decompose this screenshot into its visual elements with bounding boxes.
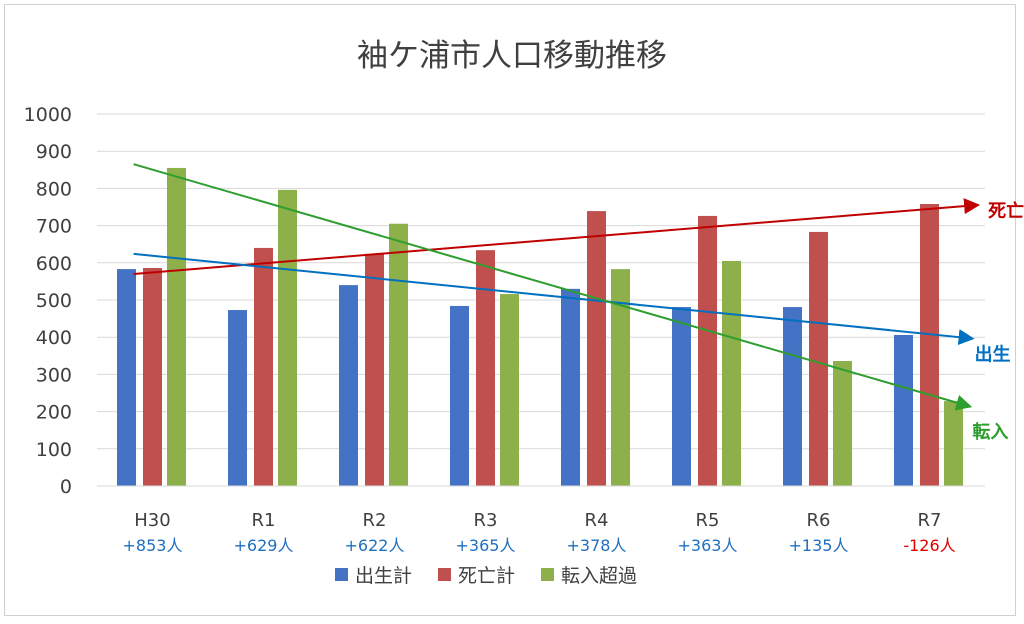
x-tick-label: R7 bbox=[918, 510, 942, 531]
bar-死亡計 bbox=[809, 231, 828, 486]
bar-転入超過 bbox=[722, 260, 741, 486]
y-tick-label: 400 bbox=[36, 327, 72, 349]
trend-arrow bbox=[133, 252, 975, 346]
bar-出生計 bbox=[339, 285, 358, 486]
trend-label: 死亡 bbox=[988, 200, 1024, 222]
bar-出生計 bbox=[450, 305, 469, 486]
bar-出生計 bbox=[783, 307, 802, 486]
bar-死亡計 bbox=[254, 247, 273, 486]
bar-死亡計 bbox=[587, 211, 606, 487]
bar-死亡計 bbox=[698, 215, 717, 487]
net-change-label: -126人 bbox=[903, 536, 955, 555]
net-change-label: +365人 bbox=[456, 536, 516, 555]
x-tick-label: H30 bbox=[134, 510, 170, 531]
bar-死亡計 bbox=[476, 250, 495, 486]
y-tick-label: 100 bbox=[36, 439, 72, 461]
x-tick-label: R4 bbox=[585, 510, 609, 531]
trend-label: 転入 bbox=[972, 421, 1008, 443]
y-tick-label: 0 bbox=[60, 476, 72, 498]
y-tick-label: 500 bbox=[36, 290, 72, 312]
x-tick-label: R2 bbox=[363, 510, 387, 531]
legend-swatch bbox=[438, 568, 451, 581]
y-tick-label: 800 bbox=[36, 178, 72, 200]
x-tick-label: R6 bbox=[807, 510, 831, 531]
y-tick-label: 300 bbox=[36, 364, 72, 386]
net-change-label: +853人 bbox=[123, 536, 183, 555]
trend-arrow bbox=[133, 198, 981, 275]
x-tick-label: R3 bbox=[474, 510, 498, 531]
y-tick-label: 700 bbox=[36, 216, 72, 238]
y-tick-label: 600 bbox=[36, 253, 72, 275]
net-change-label: +363人 bbox=[678, 536, 738, 555]
bar-転入超過 bbox=[167, 167, 186, 486]
bar-転入超過 bbox=[944, 401, 963, 486]
trend-arrow bbox=[133, 163, 973, 411]
net-change-label: +135人 bbox=[789, 536, 849, 555]
bar-転入超過 bbox=[833, 361, 852, 486]
bar-死亡計 bbox=[143, 268, 162, 486]
x-tick-label: R1 bbox=[252, 510, 276, 531]
net-change-label: +622人 bbox=[345, 536, 405, 555]
x-tick-label: R5 bbox=[696, 510, 720, 531]
chart-frame bbox=[4, 4, 1016, 616]
bar-出生計 bbox=[894, 334, 913, 486]
net-change-label: +378人 bbox=[567, 536, 627, 555]
bar-出生計 bbox=[672, 307, 691, 486]
bar-出生計 bbox=[228, 310, 247, 486]
y-tick-label: 1000 bbox=[24, 104, 72, 126]
bar-死亡計 bbox=[365, 253, 384, 486]
bar-転入超過 bbox=[389, 223, 408, 487]
bar-出生計 bbox=[561, 288, 580, 486]
y-tick-label: 200 bbox=[36, 402, 72, 424]
y-tick-label: 900 bbox=[36, 141, 72, 163]
bar-転入超過 bbox=[500, 294, 519, 486]
bar-出生計 bbox=[117, 269, 136, 486]
legend-swatch bbox=[541, 568, 554, 581]
legend-swatch bbox=[335, 568, 348, 581]
legend-label: 出生計 bbox=[355, 565, 412, 587]
bar-転入超過 bbox=[278, 189, 297, 486]
bar-転入超過 bbox=[611, 269, 630, 486]
legend-label: 死亡計 bbox=[458, 565, 515, 587]
net-change-label: +629人 bbox=[234, 536, 294, 555]
bar-死亡計 bbox=[920, 204, 939, 487]
trend-label: 出生 bbox=[975, 343, 1011, 365]
chart-title: 袖ケ浦市人口移動推移 bbox=[357, 38, 667, 74]
legend-label: 転入超過 bbox=[561, 565, 637, 587]
